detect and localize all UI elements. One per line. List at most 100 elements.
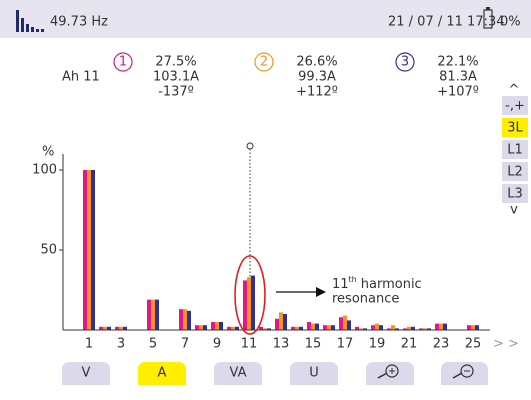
bar [243, 280, 247, 330]
harmonic-icon [16, 10, 44, 32]
bar [471, 325, 475, 330]
bar [263, 328, 267, 330]
bar [275, 318, 279, 330]
bar [147, 299, 151, 330]
bar [195, 325, 199, 330]
highlight-ellipse [234, 255, 266, 335]
bar [151, 299, 155, 330]
bar [387, 328, 391, 330]
bar [423, 328, 427, 330]
bar [231, 326, 235, 330]
bar [467, 325, 471, 330]
x-tick-label: 21 [401, 337, 418, 352]
menu-item-bg [502, 96, 528, 115]
menu-up: ^ [509, 83, 520, 98]
bar [375, 323, 379, 330]
menu-item[interactable]: L3 [502, 184, 528, 203]
menu-item-label: L1 [507, 143, 523, 158]
bar [279, 312, 283, 330]
bar [283, 314, 287, 330]
zoom-out-button[interactable] [441, 362, 488, 385]
bar [91, 170, 95, 330]
phase-value: 81.3A [439, 70, 477, 85]
bar [155, 299, 159, 330]
bar [183, 309, 187, 330]
bar [299, 326, 303, 330]
annotation: 11th harmonic [332, 275, 422, 292]
bar [371, 325, 375, 330]
menu-item-label: L2 [507, 165, 523, 180]
menu-down: v [510, 203, 518, 218]
battery-tip [486, 7, 490, 10]
bar [187, 310, 191, 330]
bar [311, 323, 315, 330]
phase-number: 2 [260, 55, 268, 70]
bar [435, 323, 439, 330]
mode-button[interactable]: U [290, 362, 338, 385]
menu-item-label: -,+ [505, 99, 525, 114]
bar [315, 323, 319, 330]
mode-button-bg [138, 362, 186, 385]
x-tick-label: 3 [117, 337, 125, 352]
x-tick-label: 9 [213, 337, 221, 352]
bar [107, 326, 111, 330]
menu-item[interactable]: 3L [502, 118, 528, 137]
mode-button-label: U [309, 366, 319, 381]
bar [235, 326, 239, 330]
annotation-superscript: th [349, 275, 357, 284]
mode-button[interactable]: VA [214, 362, 262, 385]
bar [347, 320, 351, 330]
menu-item-label: 3L [507, 121, 523, 136]
bar [331, 325, 335, 330]
phase-value: +107º [437, 85, 479, 100]
zoom-in-button[interactable] [366, 362, 414, 385]
bar [439, 323, 443, 330]
x-tick-label: 7 [181, 337, 189, 352]
y-unit: % [42, 145, 54, 160]
x-tick-label: 19 [369, 337, 386, 352]
bar [323, 325, 327, 330]
x-tick-label: 1 [85, 337, 93, 352]
menu-item[interactable]: -,+ [502, 96, 528, 115]
menu-item-bg [502, 140, 528, 159]
bar [391, 325, 395, 330]
bar [123, 326, 127, 330]
mode-button[interactable]: A [138, 362, 186, 385]
more-indicator[interactable]: > > [493, 337, 519, 352]
bar [259, 326, 263, 330]
bar [179, 309, 183, 330]
bar [411, 326, 415, 330]
bar [119, 326, 123, 330]
x-tick-label: 5 [149, 337, 157, 352]
phase-number: 3 [401, 55, 409, 70]
bar [115, 326, 119, 330]
bar [291, 326, 295, 330]
bar [99, 326, 103, 330]
bar [427, 328, 431, 330]
bar [359, 328, 363, 330]
mode-button-label: V [82, 366, 91, 381]
bar [363, 328, 367, 330]
mode-button[interactable]: V [62, 362, 110, 385]
bar [343, 315, 347, 330]
x-tick-label: 11 [241, 337, 258, 352]
annotation-line1: harmonic [361, 277, 422, 292]
cursor-head [246, 142, 254, 150]
phase-value: -137º [158, 85, 194, 100]
phase-circle [254, 52, 274, 72]
phase-value: 99.3A [298, 70, 336, 85]
phase-value: 103.1A [153, 70, 199, 85]
mode-button-label: VA [230, 366, 247, 381]
bar [83, 170, 87, 330]
bar [227, 326, 231, 330]
bar [247, 277, 251, 330]
menu-item-bg [502, 118, 528, 137]
bar [327, 325, 331, 330]
menu-item[interactable]: L2 [502, 162, 528, 181]
menu-item[interactable]: L1 [502, 140, 528, 159]
bar [407, 326, 411, 330]
phase-value: 26.6% [296, 55, 337, 70]
bar [87, 170, 91, 330]
bar [211, 322, 215, 330]
